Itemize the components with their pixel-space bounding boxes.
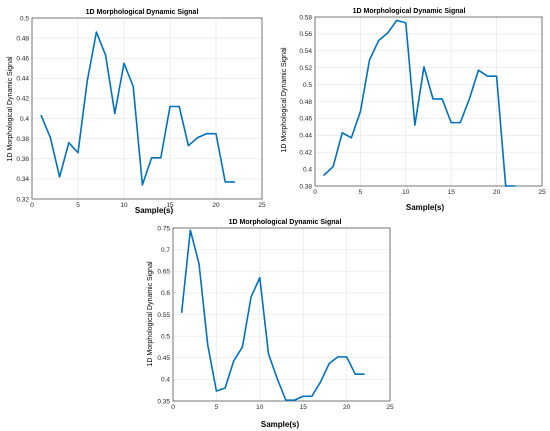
x-tick-label: 0	[171, 404, 175, 411]
y-axis-label: 1D Morphological Dynamic Signal	[281, 47, 288, 152]
y-tick-label: 0.58	[299, 14, 312, 21]
x-axis-label: Sample(s)	[261, 420, 300, 429]
y-tick-label: 0.44	[299, 133, 312, 140]
series-line	[180, 229, 365, 401]
x-tick-label: 5	[76, 202, 80, 209]
x-tick-label: 0	[30, 202, 34, 209]
x-axis-label: Sample(s)	[135, 206, 174, 215]
y-tick-label: 0.48	[16, 35, 29, 42]
chart-top-left: 1D Morphological Dynamic Signal Sample(s…	[7, 9, 266, 215]
series-line	[40, 31, 236, 186]
x-tick-label: 20	[343, 404, 351, 411]
y-tick-label: 0.48	[299, 99, 312, 106]
y-tick-label: 0.7	[161, 247, 170, 254]
y-tick-label: 0.42	[16, 96, 29, 103]
y-tick-label: 0.38	[299, 183, 312, 190]
y-tick-label: 0.35	[157, 398, 170, 405]
y-tick-label: 0.4	[303, 166, 312, 173]
y-tick-label: 0.38	[16, 136, 29, 143]
y-tick-label: 0.55	[157, 312, 170, 319]
x-tick-label: 10	[120, 202, 128, 209]
x-tick-label: 0	[313, 189, 317, 196]
y-tick-label: 0.65	[157, 269, 170, 276]
y-tick-label: 0.46	[299, 116, 312, 123]
chart-bottom: 1D Morphological Dynamic Signal Sample(s…	[147, 219, 394, 429]
y-tick-label: 0.5	[303, 82, 312, 89]
y-tick-label: 0.6	[161, 290, 170, 297]
y-tick-label: 0.52	[299, 65, 312, 72]
chart-title: 1D Morphological Dynamic Signal	[229, 219, 342, 226]
y-tick-label: 0.4	[20, 116, 29, 123]
plot-frame	[314, 16, 543, 187]
y-tick-label: 0.56	[299, 31, 312, 38]
x-tick-label: 25	[386, 404, 394, 411]
x-tick-label: 15	[166, 202, 174, 209]
y-tick-label: 0.34	[16, 176, 29, 183]
y-tick-label: 0.5	[161, 333, 170, 340]
chart-title: 1D Morphological Dynamic Signal	[353, 8, 466, 15]
chart-title: 1D Morphological Dynamic Signal	[86, 9, 199, 16]
x-tick-label: 25	[258, 202, 266, 209]
x-axis-label: Sample(s)	[406, 203, 445, 212]
y-tick-label: 0.44	[16, 76, 29, 83]
x-tick-label: 15	[448, 189, 456, 196]
plot-frame	[172, 227, 391, 402]
y-tick-label: 0.4	[161, 377, 170, 384]
x-tick-label: 10	[256, 404, 264, 411]
chart-top-right: 1D Morphological Dynamic Signal Sample(s…	[281, 8, 546, 212]
x-tick-label: 20	[493, 189, 501, 196]
x-tick-label: 15	[300, 404, 308, 411]
plot-frame	[31, 17, 263, 200]
y-tick-label: 0.45	[157, 355, 170, 362]
x-tick-label: 10	[402, 189, 410, 196]
y-tick-label: 0.36	[16, 156, 29, 163]
y-axis-label: 1D Morphological Dynamic Signal	[7, 56, 14, 161]
y-tick-label: 0.5	[20, 15, 29, 22]
y-axis-label: 1D Morphological Dynamic Signal	[147, 261, 154, 366]
y-tick-label: 0.75	[157, 225, 170, 232]
x-tick-label: 25	[538, 189, 546, 196]
y-tick-label: 0.32	[16, 196, 29, 203]
x-tick-label: 5	[215, 404, 219, 411]
x-tick-label: 5	[359, 189, 363, 196]
series-line	[323, 19, 516, 187]
x-tick-label: 20	[212, 202, 220, 209]
y-tick-label: 0.42	[299, 150, 312, 157]
y-tick-label: 0.54	[299, 48, 312, 55]
y-tick-label: 0.46	[16, 56, 29, 63]
